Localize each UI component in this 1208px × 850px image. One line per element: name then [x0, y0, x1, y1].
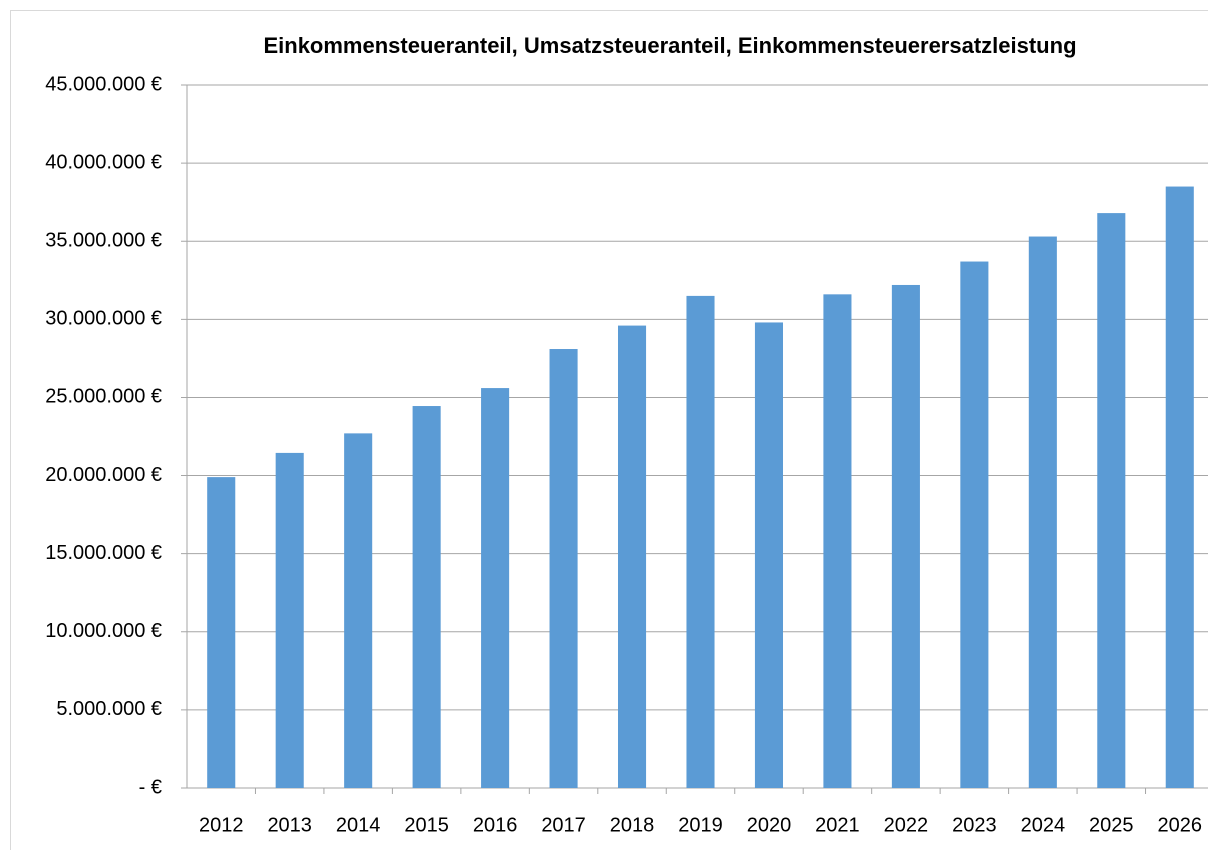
bar	[686, 295, 715, 788]
x-tick-label: 2017	[541, 814, 586, 836]
x-tick-label: 2022	[884, 814, 929, 836]
x-tick-label: 2026	[1158, 814, 1203, 836]
x-tick-label: 2013	[267, 814, 312, 836]
y-tick-label: 30.000.000 €	[45, 308, 162, 330]
y-tick-label: - €	[139, 776, 162, 798]
y-tick-label: 45.000.000 €	[45, 73, 162, 95]
chart-title: Einkommensteueranteil, Umsatzsteuerantei…	[263, 33, 1076, 58]
bar	[207, 477, 236, 788]
x-tick-label: 2019	[678, 814, 723, 836]
y-tick-label: 40.000.000 €	[45, 151, 162, 173]
bar	[960, 261, 989, 788]
x-tick-label: 2023	[952, 814, 997, 836]
x-tick-label: 2012	[199, 814, 244, 836]
bar	[412, 406, 441, 788]
x-tick-label: 2024	[1021, 814, 1066, 836]
bar	[617, 325, 647, 788]
bar	[891, 284, 920, 788]
y-tick-label: 25.000.000 €	[45, 386, 162, 408]
x-tick-label: 2015	[404, 814, 449, 836]
bar	[481, 388, 510, 788]
bar	[823, 294, 852, 788]
bar	[549, 349, 578, 788]
y-tick-label: 15.000.000 €	[45, 542, 162, 564]
y-tick-label: 5.000.000 €	[56, 698, 162, 720]
y-tick-label: 35.000.000 €	[45, 230, 162, 252]
x-tick-label: 2025	[1089, 814, 1134, 836]
x-tick-label: 2021	[815, 814, 860, 836]
y-tick-label: 20.000.000 €	[45, 464, 162, 486]
bar	[1028, 236, 1057, 789]
bar	[344, 433, 373, 788]
chart-border	[10, 10, 1208, 850]
bar	[1097, 213, 1126, 788]
x-tick-label: 2016	[473, 814, 518, 836]
bar	[275, 452, 304, 788]
x-tick-label: 2014	[336, 814, 381, 836]
x-tick-label: 2018	[610, 814, 655, 836]
y-tick-label: 10.000.000 €	[45, 620, 162, 642]
bar	[754, 322, 784, 788]
x-tick-label: 2020	[747, 814, 792, 836]
bar	[1165, 186, 1194, 789]
